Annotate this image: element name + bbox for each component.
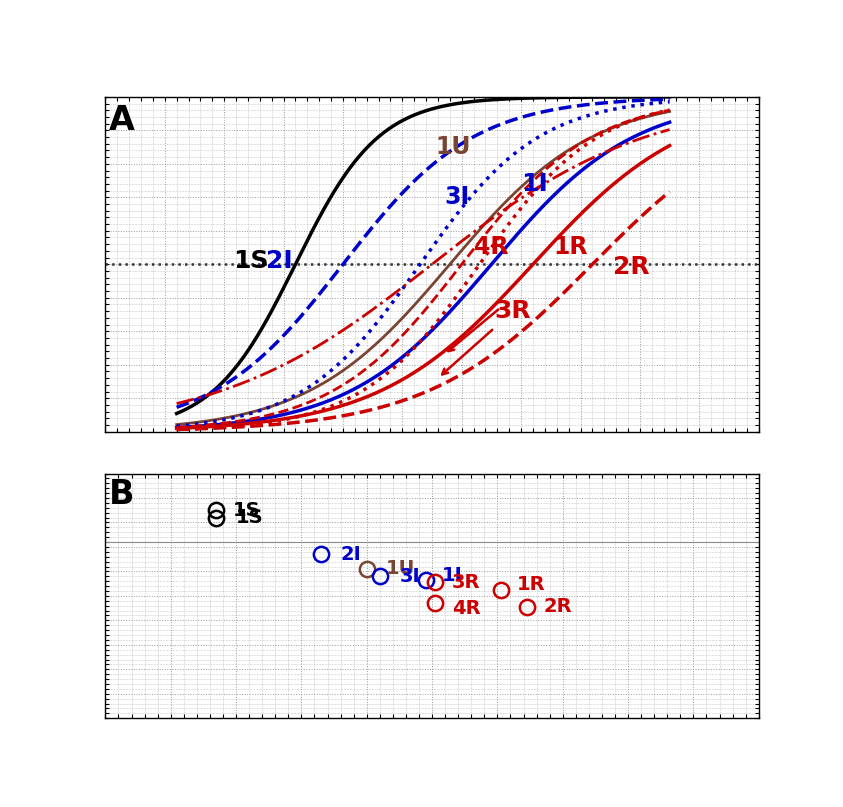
Text: 2I: 2I [341, 545, 362, 564]
Text: A: A [109, 103, 135, 136]
Text: 1R: 1R [517, 575, 545, 595]
Text: 1U: 1U [435, 135, 470, 159]
Text: 1S: 1S [236, 508, 264, 527]
Text: 2R: 2R [543, 597, 572, 617]
Text: 1S: 1S [233, 500, 260, 520]
Text: B: B [109, 479, 134, 512]
Text: 4R: 4R [474, 235, 508, 259]
Text: 2I: 2I [266, 249, 293, 273]
Text: 4R: 4R [452, 599, 481, 617]
Text: 1R: 1R [554, 235, 588, 259]
Text: 1I: 1I [521, 172, 548, 195]
Text: 3R: 3R [452, 573, 481, 592]
Text: 3I: 3I [444, 185, 470, 209]
Text: 3R: 3R [494, 299, 531, 323]
Text: 1U: 1U [386, 559, 416, 579]
Text: 1I: 1I [442, 566, 463, 584]
Text: 1S: 1S [233, 249, 269, 273]
Text: 2R: 2R [613, 255, 650, 279]
Text: 3I: 3I [400, 567, 420, 586]
